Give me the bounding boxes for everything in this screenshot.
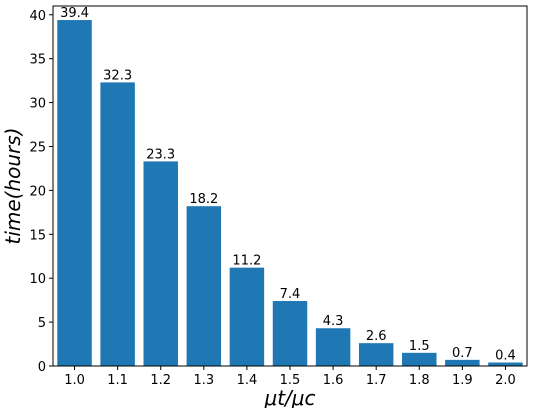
bar-1.9 [445,359,480,366]
data-label-1.8: 1.5 [409,339,430,354]
bar-1.7 [358,343,394,366]
bar-2.0 [488,362,523,366]
data-label-1.9: 0.7 [452,346,473,361]
x-tick-label: 1.2 [150,373,171,388]
data-label-1.1: 32.3 [103,68,132,83]
y-tick-label: 30 [29,97,46,112]
bar-1.1 [100,82,135,366]
bars-group [57,20,523,367]
y-axis-label: time(hours) [1,127,25,244]
x-tick-label: 1.4 [237,373,258,388]
x-tick-label: 2.0 [495,373,516,388]
x-axis-label-text: μt/μc [263,386,315,408]
bar-1.8 [402,352,437,366]
data-label-2.0: 0.4 [495,348,516,363]
y-tick-label: 20 [29,184,46,199]
y-tick-label: 35 [29,53,46,68]
x-tick-label: 1.1 [107,373,128,388]
bar-1.0 [57,20,92,367]
data-label-1.7: 2.6 [366,329,387,344]
y-tick-label: 25 [29,140,46,155]
data-label-1.6: 4.3 [323,314,344,329]
x-axis-label: μt/μc [263,386,315,408]
bar-1.6 [315,328,351,366]
y-tick-label: 0 [38,360,46,375]
x-tick-label: 1.7 [366,373,387,388]
data-labels-group: 39.4 32.3 23.3 18.2 11.2 7.4 4.3 2.6 1.5 0.7 0.4 [60,6,516,363]
data-label-1.4: 11.2 [232,254,261,269]
plot-frame [52,5,528,367]
y-tick-label: 5 [38,316,46,331]
bar-1.5 [272,301,308,366]
y-tick-label: 15 [29,228,46,243]
x-tick-label: 1.0 [64,373,85,388]
x-tick-label: 1.3 [193,373,214,388]
data-label-1.5: 7.4 [280,287,301,302]
x-tick-label: 1.6 [323,373,344,388]
bar-1.3 [186,206,222,366]
x-tick-label: 1.5 [280,373,301,388]
x-axis-ticks: 1.0 1.1 1.2 1.3 1.4 1.5 1.6 1.7 1.8 1.9 2.0 [64,366,516,388]
x-tick-label: 1.8 [409,373,430,388]
y-tick-label: 10 [29,272,46,287]
data-label-1.0: 39.4 [60,6,89,21]
bar-1.2 [143,161,178,366]
data-label-1.2: 23.3 [146,147,175,162]
bar-1.4 [229,267,265,366]
x-tick-label: 1.9 [452,373,473,388]
y-tick-label: 40 [29,9,46,24]
y-axis-ticks: 0 5 10 15 20 25 30 35 40 [29,9,53,375]
data-label-1.3: 18.2 [189,192,218,207]
